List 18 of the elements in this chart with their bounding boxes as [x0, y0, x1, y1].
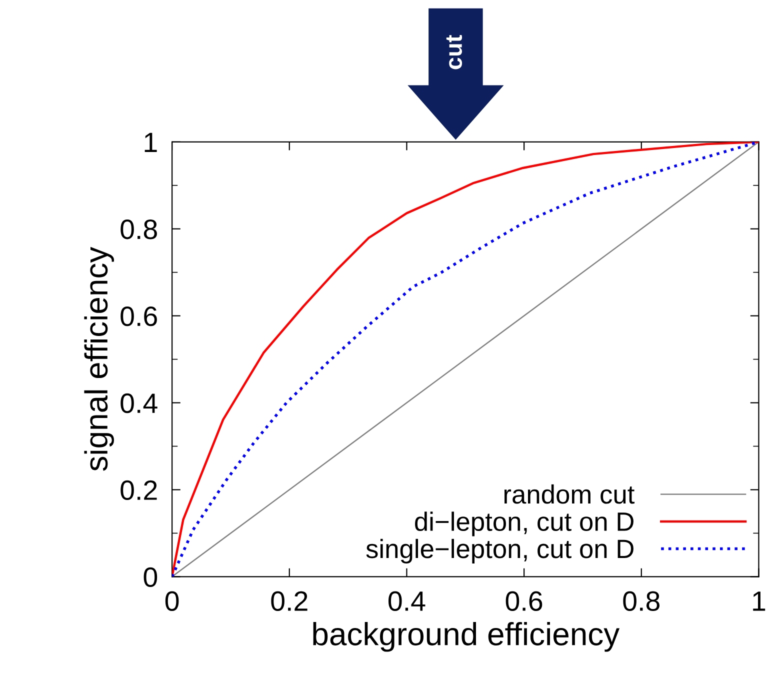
x-tick-label: 1: [753, 592, 766, 611]
y-tick-label: 0.6: [120, 306, 157, 326]
x-tick-label: 0.6: [506, 591, 542, 611]
legend-label: random cut: [504, 484, 635, 504]
y-tick-label: 0: [144, 567, 158, 588]
x-tick-label: 0.8: [623, 591, 660, 611]
x-tick-label: 0.2: [271, 591, 308, 611]
x-tick-label: 0.4: [388, 591, 426, 611]
y-tick-label: 0.2: [120, 480, 157, 500]
x-tick-label: 0: [165, 591, 179, 611]
y-tick-label: 1: [144, 132, 157, 152]
legend-label: single−lepton, cut on D: [366, 538, 634, 564]
y-tick-label: 0.8: [120, 220, 157, 240]
x-axis-title: background efficiency: [313, 622, 620, 652]
legend-label: di−lepton, cut on D: [415, 512, 634, 536]
y-tick-label: 0.4: [120, 393, 158, 414]
y-axis-title: signal efficiency: [84, 246, 114, 471]
text: cut: [446, 35, 462, 70]
